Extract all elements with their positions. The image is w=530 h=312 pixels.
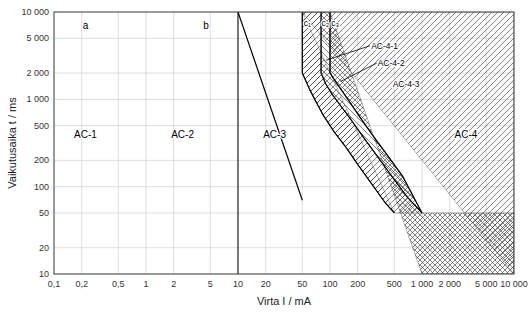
x-tick-label: 2 [171, 279, 176, 289]
note-label: c₃ [331, 18, 339, 28]
x-tick-label: 2 000 [438, 279, 461, 289]
x-tick-label: 200 [350, 279, 365, 289]
boundary-line [238, 12, 239, 274]
x-tick-label: 50 [297, 279, 307, 289]
zone-label: AC-3 [263, 129, 286, 140]
boundary-curve [238, 12, 302, 200]
x-grid-line [238, 12, 239, 274]
y-tick-label: 50 [39, 208, 49, 218]
y-tick-label: 2 000 [26, 68, 49, 78]
zone-hatch [302, 12, 514, 274]
y-tick-label: 500 [34, 121, 49, 131]
note-label: c₂ [322, 18, 330, 28]
background [0, 0, 530, 312]
x-axis-title: Virta I / mA [257, 295, 312, 307]
note-label: c₁ [304, 18, 311, 28]
annotation-line [340, 63, 376, 81]
x-tick-label: 0,1 [48, 279, 61, 289]
y-tick-label: 100 [34, 182, 49, 192]
y-axis-title: Vaikutusaika t / ms [6, 97, 18, 189]
zone-label: AC-1 [74, 129, 97, 140]
y-tick-label: 10 [39, 269, 49, 279]
x-grid-line [265, 12, 266, 274]
x-tick-label: 1 000 [411, 279, 434, 289]
boundary-curve [330, 12, 422, 213]
x-grid-line [118, 12, 119, 274]
x-tick-label: 5 000 [475, 279, 498, 289]
x-tick-label: 5 [208, 279, 213, 289]
boundary-curve [321, 12, 422, 213]
plot-frame [54, 12, 514, 274]
zone-label: AC-2 [171, 129, 194, 140]
x-tick-label: 10 000 [500, 279, 528, 289]
x-tick-label: 100 [322, 279, 337, 289]
x-tick-label: 0,5 [112, 279, 125, 289]
x-grid-line [81, 12, 82, 274]
y-tick-label: 1 000 [26, 94, 49, 104]
zone-label: a [83, 20, 89, 31]
x-tick-label: 1 [143, 279, 148, 289]
note-label: AC-4-1 [371, 41, 398, 51]
y-tick-label: 10 000 [21, 7, 49, 17]
x-tick-label: 10 [233, 279, 243, 289]
annotations: AC-1 AC-2 AC-3 AC-4 a b c₁ c₂c₃ AC-4-1 AC-4-2 AC-4… [74, 18, 478, 140]
zone-hatch [330, 12, 514, 274]
x-grid-line [210, 12, 211, 274]
x-tick-label: 500 [387, 279, 402, 289]
annotation-line [326, 46, 370, 61]
zone-label: b [203, 20, 209, 31]
x-grid-line [146, 12, 147, 274]
x-tick-label: 20 [261, 279, 271, 289]
grid [54, 12, 514, 274]
y-tick-label: 200 [34, 155, 49, 165]
note-label: AC-4-2 [378, 58, 405, 68]
zone-label: AC-4 [454, 129, 477, 140]
x-tick-label: 0,2 [75, 279, 88, 289]
note-label: AC-4-3 [393, 79, 420, 89]
chart: 0,1 0,2 0,5 1 2 5 10 20 50 100 200 500 1 000 2 000 5 0… [0, 0, 530, 312]
plot-area [238, 12, 514, 274]
y-tick-label: 20 [39, 243, 49, 253]
y-tick-label: 5 000 [26, 33, 49, 43]
tick-labels: 0,1 0,2 0,5 1 2 5 10 20 50 100 200 500 1 000 2 000 5 0… [21, 7, 527, 289]
x-grid-line [173, 12, 174, 274]
